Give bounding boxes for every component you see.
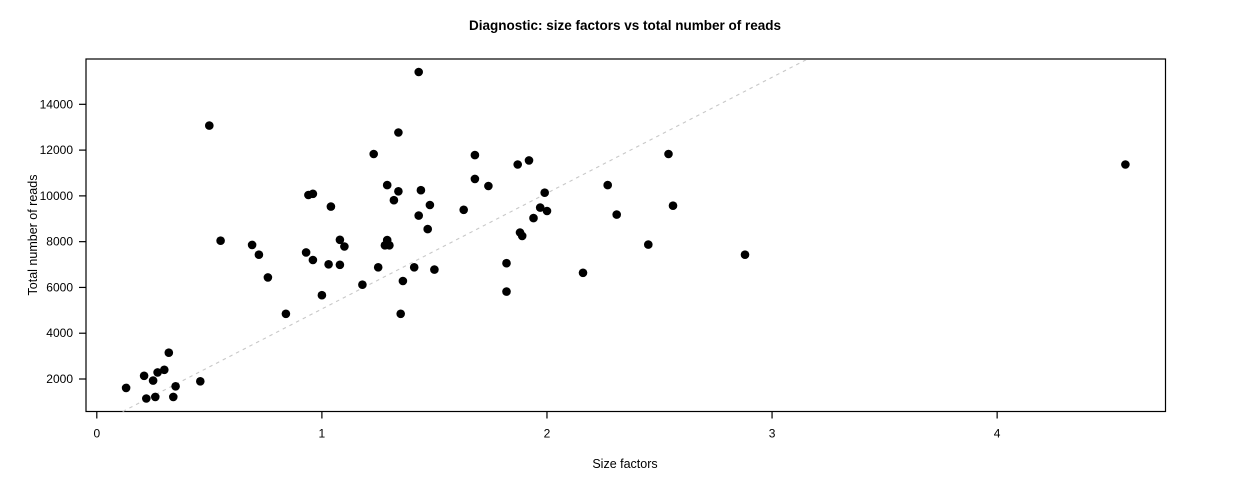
- data-point: [398, 276, 408, 286]
- data-point: [396, 309, 406, 319]
- y-tick-label: 6000: [46, 280, 73, 294]
- data-point: [160, 365, 169, 375]
- y-tick-label: 12000: [40, 143, 74, 157]
- x-tick-label: 1: [319, 427, 326, 441]
- data-point: [502, 258, 511, 268]
- data-point: [644, 240, 653, 249]
- chart-title: Diagnostic: size factors vs total number…: [469, 18, 781, 33]
- data-point: [254, 250, 264, 259]
- data-point: [164, 348, 174, 358]
- y-axis-label: Total number of reads: [26, 175, 40, 296]
- y-tick-label: 2000: [46, 372, 73, 386]
- data-point: [389, 195, 399, 205]
- data-point: [542, 206, 552, 216]
- data-point: [153, 368, 162, 377]
- data-point: [308, 189, 318, 199]
- data-point: [216, 236, 225, 245]
- x-tick-label: 3: [769, 427, 776, 441]
- data-point: [540, 188, 549, 197]
- data-point: [423, 224, 433, 234]
- data-point: [603, 180, 612, 190]
- y-tick-label: 10000: [40, 189, 74, 203]
- data-point: [430, 265, 439, 274]
- data-point: [668, 201, 678, 210]
- x-tick-label: 0: [93, 427, 100, 441]
- y-tick-label: 4000: [46, 326, 73, 340]
- data-point: [425, 200, 435, 210]
- data-points: [121, 67, 1130, 403]
- data-point: [247, 240, 257, 250]
- data-point: [535, 203, 545, 212]
- data-point: [148, 376, 158, 385]
- reference-line: [122, 58, 808, 412]
- data-point: [369, 149, 379, 159]
- data-point: [373, 263, 383, 272]
- data-point: [502, 287, 511, 296]
- data-point: [171, 382, 180, 391]
- data-point: [385, 241, 394, 250]
- data-point: [196, 377, 205, 386]
- data-point: [382, 180, 392, 190]
- data-point: [205, 121, 214, 130]
- data-point: [169, 392, 178, 402]
- data-point: [513, 160, 522, 169]
- data-point: [416, 185, 426, 195]
- data-point: [121, 383, 131, 393]
- data-point: [142, 394, 151, 403]
- data-point: [1121, 160, 1130, 169]
- data-point: [335, 260, 345, 270]
- data-point: [470, 174, 480, 184]
- data-point: [301, 248, 311, 257]
- data-point: [470, 150, 480, 160]
- data-point: [414, 211, 424, 220]
- data-point: [326, 202, 336, 211]
- data-point: [578, 268, 588, 278]
- data-point: [517, 231, 527, 241]
- data-point: [414, 67, 424, 77]
- data-point: [281, 309, 291, 319]
- y-axis: 2000 4000 6000 8000 10000 12000 14000: [40, 97, 86, 386]
- x-tick-label: 4: [994, 427, 1001, 441]
- data-point: [740, 250, 750, 259]
- data-point: [151, 392, 160, 402]
- reference-line-group: [122, 58, 808, 412]
- y-tick-label: 8000: [46, 235, 73, 249]
- x-axis: 0 1 2 3 4: [93, 411, 1001, 441]
- plot-box: [85, 58, 1167, 413]
- y-tick-label: 14000: [40, 97, 74, 111]
- data-point: [317, 290, 327, 300]
- data-point: [524, 156, 534, 165]
- data-point: [409, 263, 419, 272]
- x-tick-label: 2: [544, 427, 551, 441]
- data-point: [459, 205, 469, 215]
- data-point: [324, 260, 333, 269]
- data-point: [139, 371, 149, 381]
- data-point: [340, 242, 349, 251]
- data-point: [394, 187, 403, 196]
- data-point: [358, 280, 367, 290]
- data-point: [529, 213, 538, 223]
- data-point: [612, 210, 621, 219]
- x-axis-label: Size factors: [592, 457, 657, 471]
- data-point: [484, 181, 493, 191]
- data-point: [335, 235, 345, 245]
- data-point: [263, 273, 273, 282]
- data-point: [394, 128, 403, 137]
- data-point: [308, 255, 318, 265]
- data-point: [664, 149, 673, 159]
